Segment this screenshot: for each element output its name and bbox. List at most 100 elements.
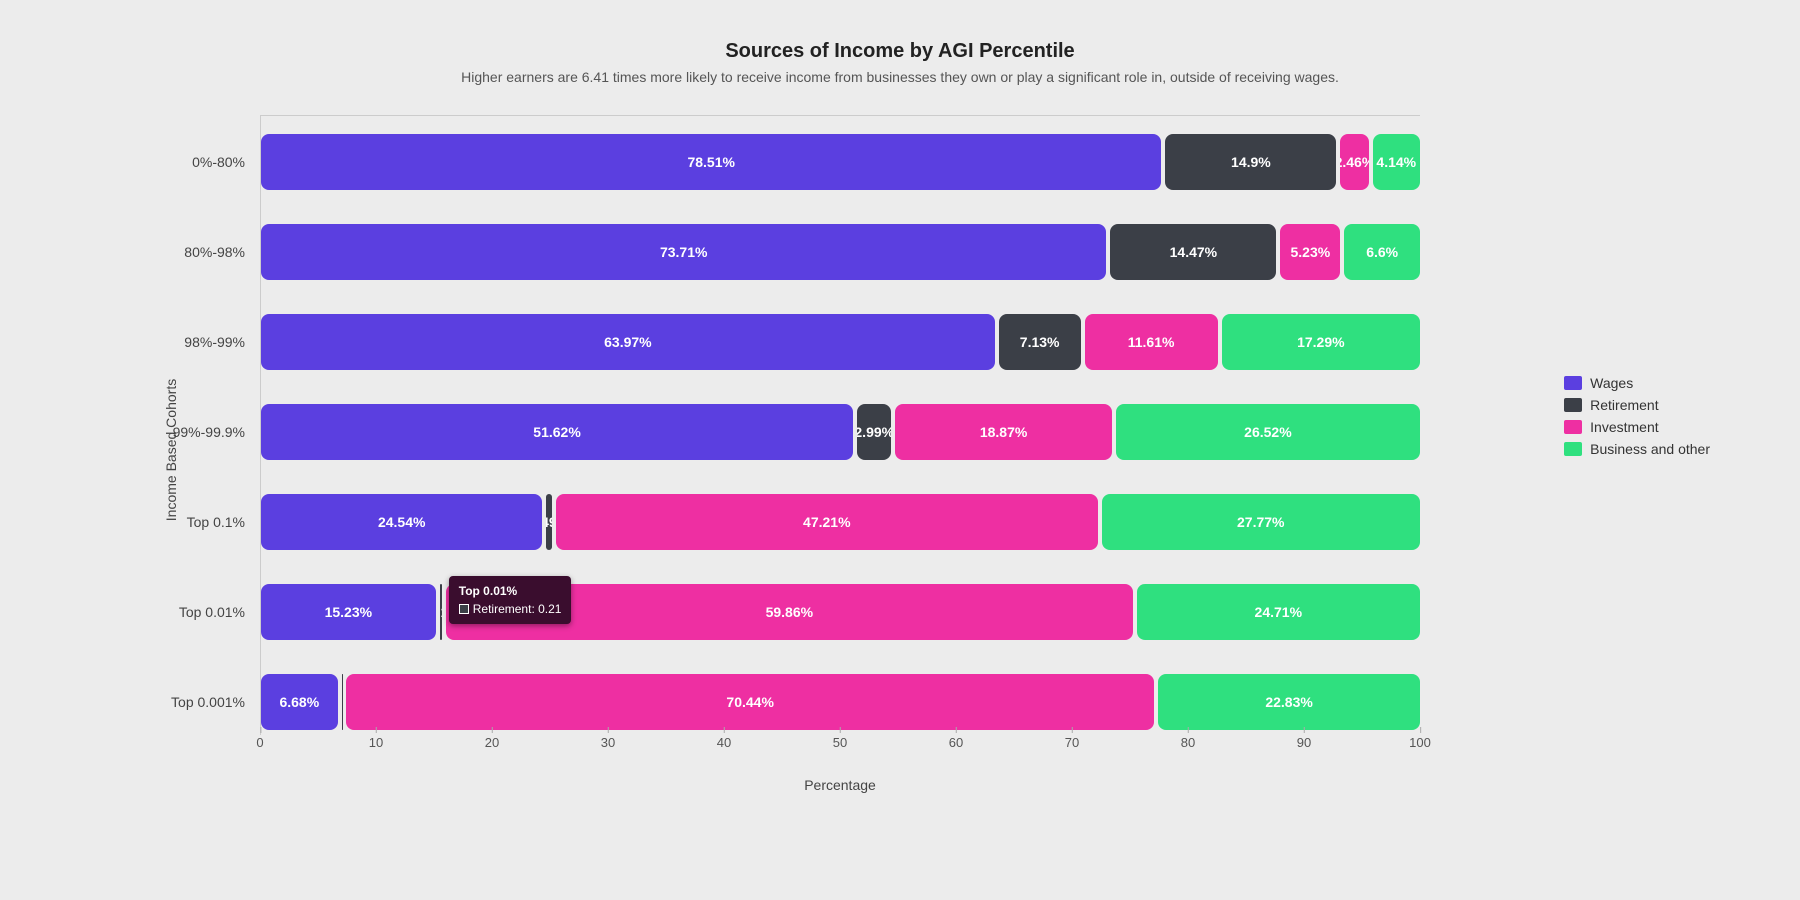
bar-track: 73.71% 14.47% 5.23% 6.6% [261,224,1420,280]
bar-segment-value: 78.51% [687,154,734,170]
category-label: 0%-80% [192,154,261,170]
category-label: 98%-99% [184,334,261,350]
bar-segment-value: 18.87% [980,424,1027,440]
category-label: Top 0.01% [179,604,261,620]
bar-segment-value: 2.99% [857,424,891,440]
category-label: 99%-99.9% [173,424,261,440]
bar-segment-value: 22.83% [1265,694,1312,710]
legend-item-retirement[interactable]: Retirement [1564,397,1710,413]
bar-segment-investment[interactable]: 5.23% [1280,224,1340,280]
bar-segment-value: 7.13% [1020,334,1060,350]
legend-item-business[interactable]: Business and other [1564,441,1710,457]
legend-item-wages[interactable]: Wages [1564,375,1710,391]
bar-segment-investment[interactable]: 70.44% [346,674,1154,730]
bar-segment-wages[interactable]: 15.23% [261,584,436,640]
chart-subtitle: Higher earners are 6.41 times more likel… [60,69,1740,85]
bar-segment-retirement[interactable]: 2.99% [857,404,891,460]
bar-segment-retirement[interactable] [342,674,343,730]
legend-swatch [1564,398,1582,412]
bar-segment-business[interactable]: 6.6% [1344,224,1420,280]
bar-segment-value: 2.46% [1340,154,1368,170]
bar-segment-value: 0.21% [440,604,442,620]
bar-segment-investment[interactable]: 59.86% [446,584,1133,640]
x-tick: 70 [1065,735,1079,750]
bar-track: 15.23% 0.21% 59.86% 24.71% [261,584,1420,640]
bar-segment-retirement[interactable]: 0.21% [440,584,442,640]
bar-segment-value: 6.6% [1366,244,1398,260]
bar-track: 51.62% 2.99% 18.87% 26.52% [261,404,1420,460]
x-tick: 60 [949,735,963,750]
bar-segment-retirement[interactable]: 14.47% [1110,224,1276,280]
x-tick: 0 [256,735,263,750]
bar-row: 0%-80%78.51%14.9%2.46%4.14% [261,134,1420,190]
bar-segment-investment[interactable]: 11.61% [1085,314,1218,370]
bar-segment-value: 5.23% [1290,244,1330,260]
bar-row: Top 0.001%6.68%70.44%22.83% [261,674,1420,730]
bar-row: Top 0.1%24.54%0.49%47.21%27.77% [261,494,1420,550]
legend-label: Investment [1590,419,1658,435]
legend-swatch [1564,420,1582,434]
bar-row: Top 0.01%15.23%0.21%59.86%24.71% [261,584,1420,640]
bar-track: 78.51% 14.9%2.46% 4.14% [261,134,1420,190]
plot-area: Income Based Cohorts 0%-80%78.51%14.9%2.… [260,115,1420,785]
x-tick: 100 [1409,735,1431,750]
bar-track: 6.68% 70.44% 22.83% [261,674,1420,730]
x-tick: 40 [717,735,731,750]
bar-segment-wages[interactable]: 78.51% [261,134,1161,190]
x-tick: 20 [485,735,499,750]
bar-segment-business[interactable]: 27.77% [1102,494,1420,550]
legend: Wages Retirement Investment Business and ot… [1564,375,1710,463]
bar-segment-value: 63.97% [604,334,651,350]
bar-segment-value: 73.71% [660,244,707,260]
x-tick: 10 [369,735,383,750]
bar-segment-value: 6.68% [279,694,319,710]
bar-segment-business[interactable]: 26.52% [1116,404,1420,460]
bar-segment-value: 14.47% [1170,244,1217,260]
bar-row: 98%-99%63.97%7.13%11.61%17.29% [261,314,1420,370]
bar-segment-wages[interactable]: 51.62% [261,404,853,460]
category-label: Top 0.1% [187,514,261,530]
bar-segment-wages[interactable]: 6.68% [261,674,338,730]
bar-segment-value: 26.52% [1244,424,1291,440]
bar-segment-business[interactable]: 17.29% [1222,314,1420,370]
chart-title: Sources of Income by AGI Percentile [60,40,1740,63]
category-label: 80%-98% [184,244,261,260]
bar-row: 80%-98%73.71%14.47%5.23%6.6% [261,224,1420,280]
bars-zone: 0%-80%78.51%14.9%2.46%4.14%80%-98%73.71%… [260,115,1420,735]
bar-row: 99%-99.9%51.62%2.99%18.87%26.52% [261,404,1420,460]
bar-track: 24.54% 0.49% 47.21% 27.77% [261,494,1420,550]
bar-segment-value: 0.49% [546,514,552,530]
bar-segment-wages[interactable]: 63.97% [261,314,995,370]
bar-segment-business[interactable]: 22.83% [1158,674,1420,730]
x-tick: 50 [833,735,847,750]
bar-segment-wages[interactable]: 73.71% [261,224,1106,280]
bar-segment-investment[interactable]: 47.21% [556,494,1097,550]
bar-segment-business[interactable]: 4.14% [1373,134,1420,190]
bar-segment-value: 15.23% [325,604,372,620]
bar-segment-value: 47.21% [803,514,850,530]
category-label: Top 0.001% [171,694,261,710]
x-axis-label: Percentage [804,777,876,793]
bar-segment-wages[interactable]: 24.54% [261,494,542,550]
legend-label: Business and other [1590,441,1710,457]
bar-segment-value: 70.44% [726,694,773,710]
x-axis: Percentage 0102030405060708090100 [260,735,1420,785]
legend-label: Wages [1590,375,1633,391]
bar-segment-retirement[interactable]: 7.13% [999,314,1081,370]
bar-segment-value: 59.86% [766,604,813,620]
bar-segment-business[interactable]: 24.71% [1137,584,1420,640]
legend-swatch [1564,376,1582,390]
bar-segment-value: 51.62% [533,424,580,440]
bar-segment-investment[interactable]: 18.87% [895,404,1111,460]
chart-container: Sources of Income by AGI Percentile High… [0,0,1800,900]
bar-segment-investment[interactable]: 2.46% [1340,134,1368,190]
legend-item-investment[interactable]: Investment [1564,419,1710,435]
bar-segment-value: 4.14% [1376,154,1416,170]
bar-segment-retirement[interactable]: 0.49% [546,494,552,550]
bar-segment-value: 27.77% [1237,514,1284,530]
legend-label: Retirement [1590,397,1658,413]
bar-segment-value: 11.61% [1128,334,1175,350]
bar-segment-retirement[interactable]: 14.9% [1165,134,1336,190]
bar-segment-value: 17.29% [1297,334,1344,350]
x-tick: 30 [601,735,615,750]
